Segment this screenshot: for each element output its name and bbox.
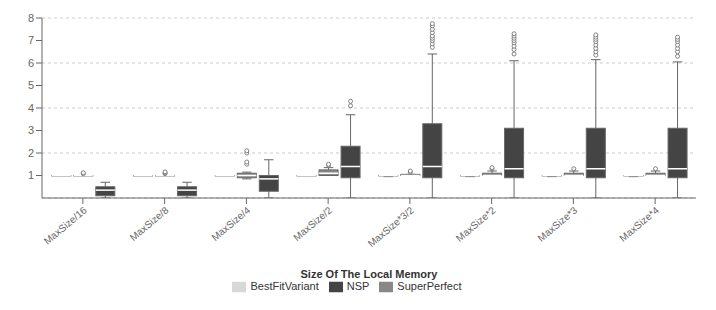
svg-text:MaxSize/8: MaxSize/8 (128, 204, 171, 243)
svg-text:MaxSize*4: MaxSize*4 (617, 204, 661, 243)
svg-text:5: 5 (28, 79, 34, 91)
svg-text:8: 8 (28, 12, 34, 24)
html-text:SuperPerfect: SuperPerfect (397, 280, 462, 292)
svg-text:2: 2 (28, 147, 34, 159)
svg-text:MaxSize*2: MaxSize*2 (454, 204, 498, 243)
svg-text:MaxSize/2: MaxSize/2 (291, 204, 334, 243)
svg-text:1: 1 (28, 169, 34, 181)
html-text:NSP: NSP (346, 280, 370, 292)
html-text:BestFitVariant: BestFitVariant (250, 280, 319, 292)
svg-text:MaxSize*3/2: MaxSize*3/2 (366, 204, 416, 249)
svg-text:7: 7 (28, 34, 34, 46)
svg-text:3: 3 (28, 124, 34, 136)
svg-text:MaxSize*3: MaxSize*3 (536, 204, 580, 243)
svg-text:MaxSize/16: MaxSize/16 (42, 204, 89, 246)
svg-text:6: 6 (28, 57, 34, 69)
svg-text:Size Of The Local Memory: Size Of The Local Memory (301, 268, 439, 280)
svg-text:MaxSize/4: MaxSize/4 (209, 204, 252, 243)
svg-text:4: 4 (28, 102, 34, 114)
